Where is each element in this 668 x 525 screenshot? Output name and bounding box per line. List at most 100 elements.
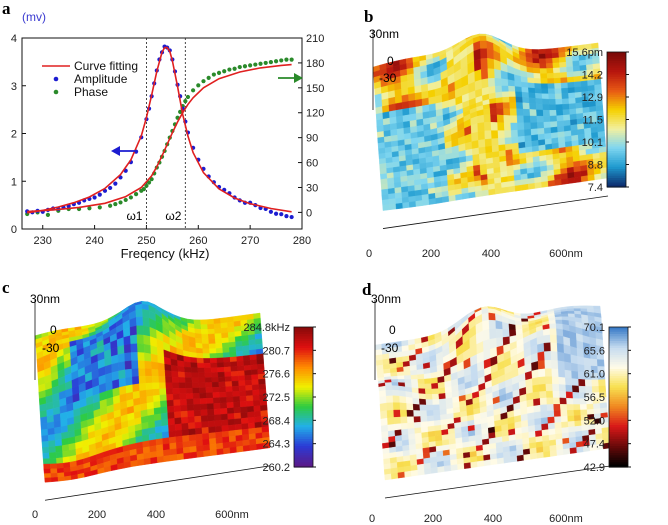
panel-c-surface-cell: [144, 360, 152, 370]
panel-c-surface-cell: [163, 455, 171, 463]
panel-c-surface-cell: [41, 440, 50, 448]
panel-d-surface-cell: [564, 361, 572, 372]
panel-c-colorbar-band: [294, 397, 313, 400]
panel-d-surface-cell: [503, 456, 511, 464]
phase-point: [185, 94, 191, 100]
panel-b-surface-cell: [538, 48, 546, 55]
panel-c-surface-cell: [167, 405, 175, 414]
panel-c-surface-cell: [210, 367, 219, 373]
panel-b-surface-cell: [514, 184, 523, 192]
panel-b-colorbar-band: [607, 155, 626, 159]
panel-c-surface-cell: [227, 413, 235, 420]
panel-c-surface-cell: [213, 323, 222, 330]
panel-c-surface-cell: [174, 411, 182, 419]
panel-b-surface-cell: [580, 175, 589, 183]
panel-b-colorbar-band: [607, 182, 626, 186]
panel-c-surface-cell: [206, 403, 215, 410]
panel-b-surface-cell: [517, 129, 525, 138]
panel-d-colorbar-tick-label: 42.9: [584, 462, 605, 474]
panel-b-surface-cell: [532, 62, 541, 69]
panel-b-surface-cell: [478, 146, 487, 155]
panel-b-surface-cell: [393, 171, 401, 178]
panel-c-colorbar-band: [294, 338, 313, 342]
panel-d-colorbar-band: [609, 427, 628, 431]
panel-c-surface-cell: [182, 446, 191, 454]
panel-b-surface-cell: [461, 192, 470, 200]
x-tick-label: 230: [34, 235, 52, 247]
panel-b-surface-cell: [566, 66, 574, 73]
panel-d-surface-cell: [563, 352, 572, 364]
panel-c-surface-cell: [196, 352, 204, 359]
phase-point: [222, 69, 227, 74]
panel-b-colorbar-band: [607, 178, 626, 181]
panel-d-surface-cell: [427, 420, 435, 428]
panel-d-surface-cell: [545, 383, 554, 392]
panel-c-surface-cell: [237, 375, 246, 382]
panel-c-surface-cell: [189, 440, 197, 448]
panel-d-colorbar-band: [609, 450, 628, 454]
x-tick-label: 240: [85, 235, 103, 247]
panel-c-surface-cell: [189, 351, 198, 359]
panel-b-surface-cell: [592, 58, 600, 65]
panel-b-surface-cell: [547, 88, 556, 95]
panel-d-surface-cell: [430, 467, 439, 474]
panel-b-surface-cell: [573, 81, 582, 88]
panel-b-surface-cell: [541, 93, 550, 100]
panel-c-surface-cell: [207, 323, 215, 330]
panel-c-surface-cell: [188, 422, 196, 430]
panel-b-surface-cell: [529, 103, 537, 111]
panel-b-colorbar-band: [607, 157, 626, 161]
panel-d-surface-cell: [397, 375, 405, 380]
panel-c-surface: [34, 300, 271, 501]
panel-d-x-tick-3: 600nm: [549, 513, 583, 525]
panel-d-surface-cell: [397, 471, 406, 479]
panel-d-z-unit: 30nm: [371, 292, 401, 306]
panel-b-surface-cell: [555, 98, 563, 105]
panel-c-surface-cell: [171, 376, 180, 384]
panel-a-arrow-left: [111, 146, 137, 156]
panel-c-surface-cell: [42, 458, 51, 465]
panel-c-surface-cell: [49, 458, 57, 465]
panel-c-colorbar: 284.8kHz 280.7 276.6 272.5 268.4 264.3 260.2: [244, 322, 316, 474]
panel-c-surface-cell: [144, 368, 153, 377]
panel-c-surface-cell: [191, 372, 199, 379]
panel-b-surface-cell: [402, 201, 410, 209]
panel-c-surface-cell: [176, 453, 185, 461]
panel-c-surface-cell: [221, 425, 230, 433]
panel-b-surface-cell: [503, 108, 511, 116]
panel-c-letter: c: [2, 278, 10, 297]
panel-b-surface-cell: [559, 66, 568, 74]
panel-b-surface-cell: [401, 101, 410, 110]
panel-c-surface-cell: [236, 355, 244, 362]
panel-b-surface-cell: [428, 96, 436, 106]
panel-d-surface-cell: [408, 433, 416, 441]
panel-c-surface-cell: [250, 364, 258, 371]
panel-b-surface-cell: [522, 108, 531, 117]
panel-c-surface-cell: [195, 342, 203, 349]
phase-point: [268, 59, 273, 65]
panel-d-colorbar-band: [609, 383, 628, 386]
panel-c-surface-cell: [241, 423, 249, 430]
panel-b-surface-cell: [538, 53, 547, 60]
y-left-tick-label: 2: [11, 129, 17, 141]
panel-d-surface-cell: [420, 415, 428, 423]
panel-b-surface-cell: [502, 102, 511, 109]
panel-c-colorbar-band: [294, 362, 313, 365]
panel-b-surface-cell: [542, 98, 550, 105]
panel-c-x-axis: [44, 465, 271, 501]
panel-b-surface-cell: [415, 200, 423, 207]
panel-c-surface-cell: [162, 443, 171, 451]
panel-d-surface-cell: [419, 404, 427, 411]
panel-d-surface-cell: [495, 328, 504, 339]
panel-b-surface-cell: [524, 135, 532, 143]
panel-c-x-tick-0: 0: [32, 509, 38, 521]
panel-c-surface-cell: [246, 395, 254, 402]
panel-d-surface-cell: [399, 409, 408, 418]
panel-c-surface-cell: [152, 388, 161, 397]
panel-b-surface-cell: [549, 109, 557, 117]
panel-d-surface-cell: [568, 426, 576, 433]
panel-c-surface-cell: [43, 463, 51, 470]
panel-c-colorbar-band: [294, 336, 313, 340]
y-right-tick-label: 0: [306, 207, 312, 219]
y-left-tick-label: 0: [11, 224, 17, 236]
